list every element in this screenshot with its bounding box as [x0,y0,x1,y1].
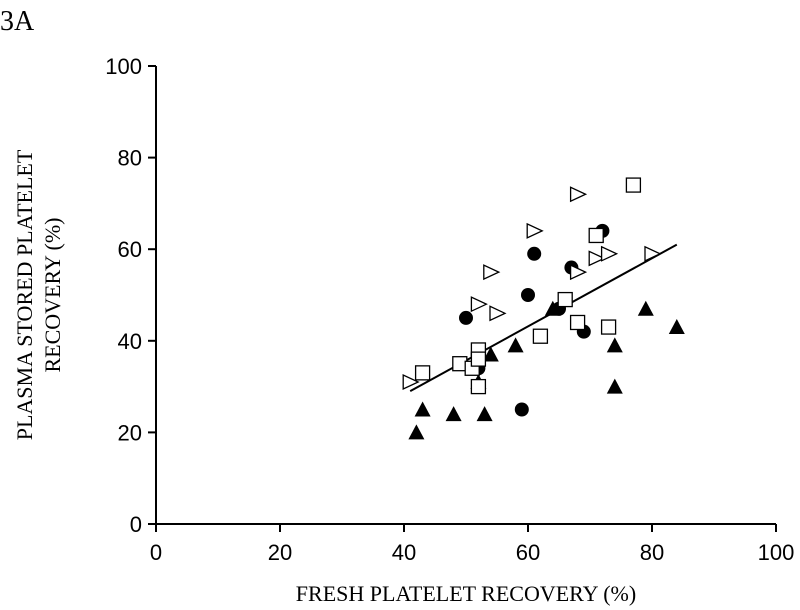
x-tick-label: 100 [758,540,795,565]
data-point-triangle-right-open [402,373,420,391]
y-axis-title-line: PLASMA STORED PLATELET [12,149,37,440]
data-point-triangle-right-open [600,245,619,262]
data-point-square-open [588,227,604,244]
data-point-square-open [470,351,487,367]
y-tick-label: 100 [105,54,142,79]
data-point-triangle-up-filled [482,346,499,362]
data-point-triangle-up-filled [606,337,623,353]
y-tick-label: 60 [118,237,142,262]
data-point-triangle-right-open [483,264,501,281]
data-point-triangle-up-filled [668,319,685,335]
y-ticks: 0 20 40 60 80 100 [105,54,156,537]
data-point-circle-filled [527,246,542,261]
data-point-triangle-up-filled [414,401,431,417]
y-tick-label: 20 [118,420,142,445]
x-tick-label: 40 [392,540,416,565]
data-point-triangle-up-filled [445,406,462,422]
data-point-square-open [625,177,642,193]
data-point-triangle-up-filled [544,300,561,316]
data-point-circle-filled [521,288,535,302]
data-point-triangle-up-filled [408,424,425,440]
data-point-triangle-right-open [644,245,662,262]
data-point-square-open [600,319,617,335]
panel-label: 3A [0,6,35,37]
data-points [402,177,685,440]
data-point-triangle-up-filled [476,406,493,422]
y-tick-label: 40 [118,329,142,354]
data-point-triangle-right-open [489,305,507,322]
y-tick-label: 80 [118,146,142,171]
y-tick-label: 0 [130,512,142,537]
data-point-circle-filled [514,402,529,417]
data-point-triangle-right-open [569,186,588,203]
x-axis-title: FRESH PLATELET RECOVERY (%) [296,581,636,606]
x-tick-label: 80 [640,540,664,565]
data-point-triangle-right-open [569,264,588,281]
data-point-triangle-up-filled [606,378,623,394]
data-point-square-open [569,314,586,331]
data-point-square-open [470,378,487,395]
x-tick-label: 20 [268,540,292,565]
y-axis-title-line: RECOVERY (%) [40,217,65,372]
data-point-square-open [532,328,549,344]
data-point-triangle-right-open [470,296,488,313]
data-point-square-open [414,365,431,381]
data-point-triangle-right-open [588,250,606,267]
data-point-triangle-up-filled [507,337,524,353]
y-axis-title: PLASMA STORED PLATELET RECOVERY (%) [12,149,65,440]
x-tick-label: 0 [150,540,162,565]
regression-line [409,243,678,393]
data-point-triangle-right-open [526,222,544,239]
data-point-triangle-up-filled [637,300,654,316]
data-point-circle-filled [459,310,473,325]
x-ticks: 0 20 40 60 80 100 [150,524,794,565]
x-tick-label: 60 [516,540,540,565]
data-point-square-open [557,291,573,308]
